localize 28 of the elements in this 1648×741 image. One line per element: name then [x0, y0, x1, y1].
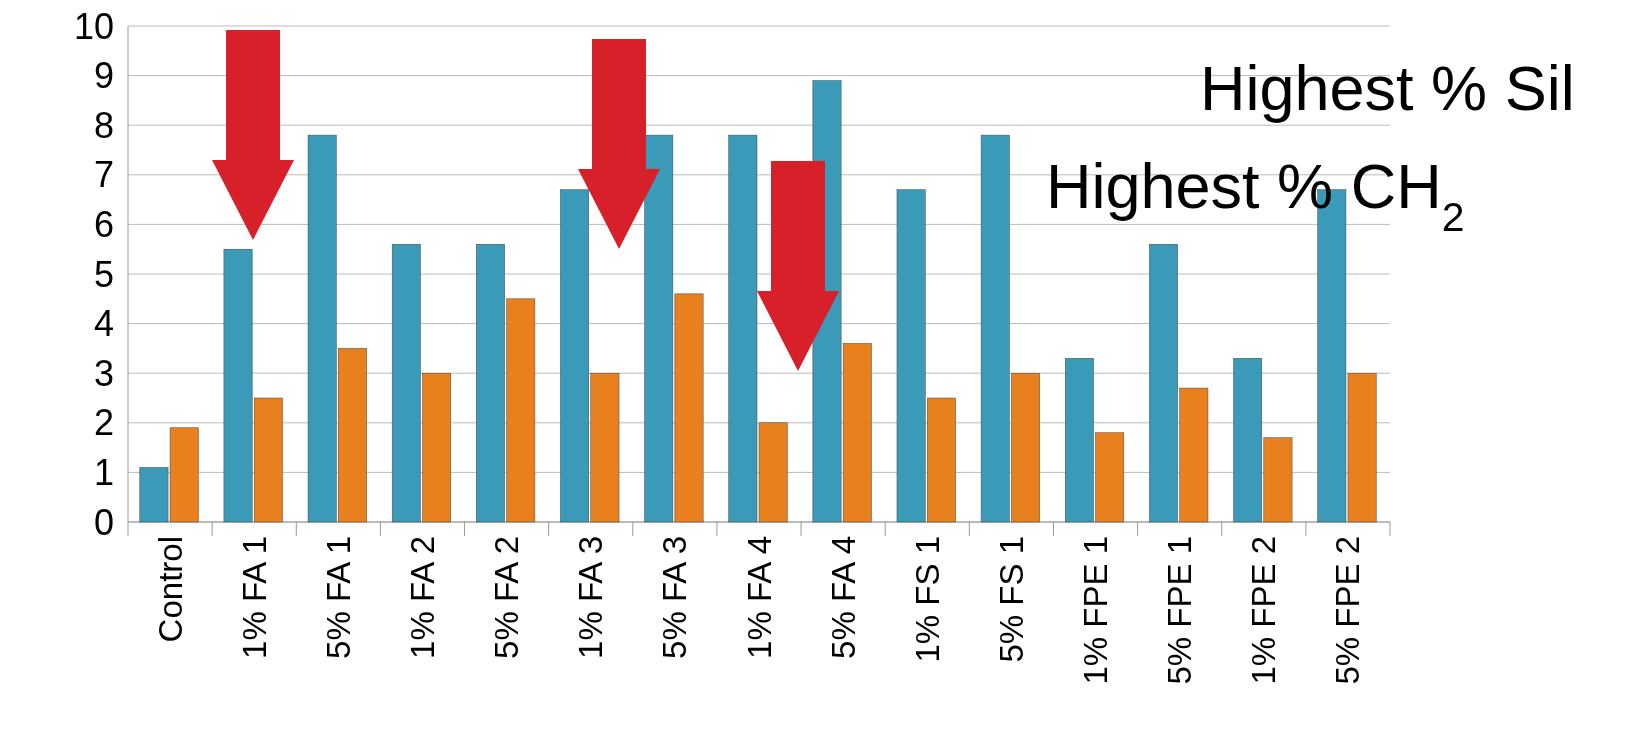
x-tick-label: 5% FPE 1 — [1161, 536, 1199, 685]
annotation: Highest % CH$_{2}$ — [1046, 151, 1465, 240]
x-tick-label: Control — [151, 536, 189, 643]
x-tick-label: 5% FA 4 — [824, 536, 862, 659]
x-tick-label: 1% FPE 1 — [1077, 536, 1115, 685]
x-tick-label: 1% FS 1 — [908, 536, 946, 663]
x-tick-label: 5% FA 3 — [656, 536, 694, 659]
y-tick-label: 2 — [93, 402, 114, 444]
x-tick-label: 1% FA 3 — [572, 536, 610, 659]
y-tick-label: 3 — [93, 352, 114, 394]
x-tick-label: 1% FA 1 — [235, 536, 273, 659]
y-tick-label: 8 — [93, 104, 114, 146]
x-tick-label: 5% FA 2 — [488, 536, 526, 659]
x-tick-label: 5% FS 1 — [992, 536, 1030, 663]
annotation: Highest % Sil — [1200, 53, 1575, 123]
y-tick-label: 4 — [93, 303, 114, 345]
y-tick-label: 9 — [93, 55, 114, 97]
x-tick-label: 5% FPE 2 — [1329, 536, 1367, 685]
x-tick-label: 1% FA 2 — [404, 536, 442, 659]
x-tick-label: 1% FPE 2 — [1245, 536, 1283, 685]
y-tick-label: 10 — [73, 5, 114, 47]
y-tick-label: 1 — [93, 452, 114, 493]
x-tick-label: 1% FA 4 — [740, 536, 778, 659]
y-tick-label: 5 — [93, 253, 114, 295]
x-tick-label: 5% FA 1 — [319, 536, 357, 659]
y-tick-label: 6 — [93, 204, 114, 245]
y-tick-label: 7 — [93, 154, 114, 196]
y-tick-label: 0 — [93, 501, 114, 543]
